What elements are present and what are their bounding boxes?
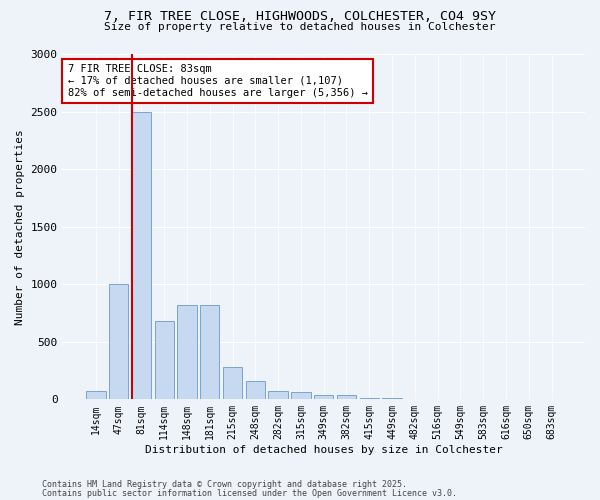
X-axis label: Distribution of detached houses by size in Colchester: Distribution of detached houses by size … bbox=[145, 445, 503, 455]
Bar bbox=[155, 321, 174, 400]
Text: Contains public sector information licensed under the Open Government Licence v3: Contains public sector information licen… bbox=[42, 489, 457, 498]
Bar bbox=[382, 398, 402, 400]
Bar bbox=[268, 390, 288, 400]
Bar bbox=[245, 381, 265, 400]
Bar bbox=[314, 396, 334, 400]
Bar bbox=[291, 392, 311, 400]
Bar bbox=[132, 112, 151, 400]
Bar bbox=[359, 398, 379, 400]
Bar bbox=[178, 305, 197, 400]
Y-axis label: Number of detached properties: Number of detached properties bbox=[15, 129, 25, 324]
Bar bbox=[200, 305, 220, 400]
Text: 7, FIR TREE CLOSE, HIGHWOODS, COLCHESTER, CO4 9SY: 7, FIR TREE CLOSE, HIGHWOODS, COLCHESTER… bbox=[104, 10, 496, 23]
Bar bbox=[223, 367, 242, 400]
Bar bbox=[86, 390, 106, 400]
Bar bbox=[337, 396, 356, 400]
Bar bbox=[109, 284, 128, 400]
Text: 7 FIR TREE CLOSE: 83sqm
← 17% of detached houses are smaller (1,107)
82% of semi: 7 FIR TREE CLOSE: 83sqm ← 17% of detache… bbox=[68, 64, 368, 98]
Text: Contains HM Land Registry data © Crown copyright and database right 2025.: Contains HM Land Registry data © Crown c… bbox=[42, 480, 407, 489]
Bar bbox=[405, 399, 425, 400]
Text: Size of property relative to detached houses in Colchester: Size of property relative to detached ho… bbox=[104, 22, 496, 32]
